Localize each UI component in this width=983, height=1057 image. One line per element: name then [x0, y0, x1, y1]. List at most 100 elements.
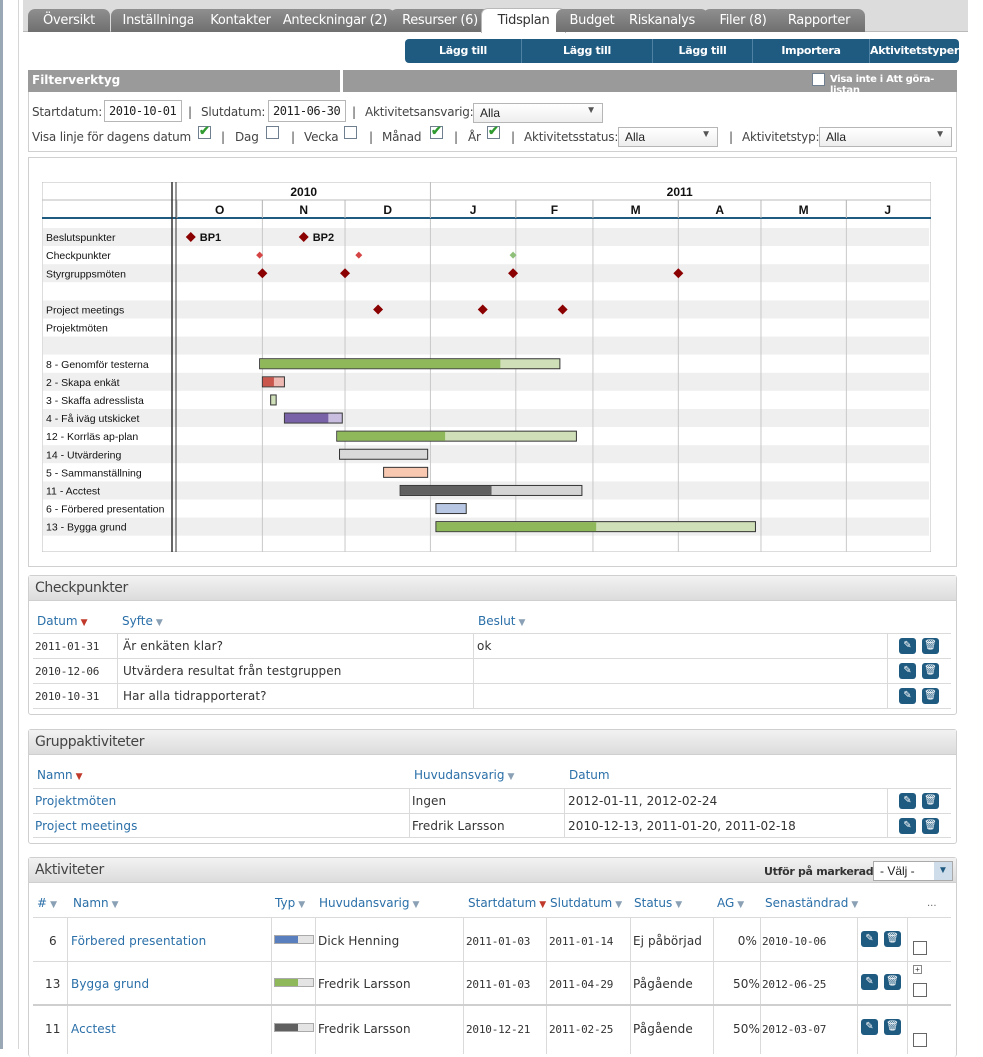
activity-type-bar — [274, 978, 314, 987]
col-huvudansvarig[interactable]: Huvudansvarig ▼ — [414, 768, 514, 782]
gantt-row-label: Beslutspunkter — [46, 232, 116, 244]
activity-types-button[interactable]: Aktivitetstyper — [870, 44, 960, 57]
milestone-label: BP1 — [200, 232, 221, 244]
year-checkbox[interactable] — [487, 123, 500, 139]
col-startdatum[interactable]: Startdatum ▼ — [468, 896, 546, 910]
tab-kontakter[interactable]: Kontakter — [193, 9, 288, 32]
activity-number: 11 — [45, 1022, 61, 1036]
group-activity-owner: Ingen — [412, 794, 447, 808]
row-select-checkbox[interactable] — [913, 983, 927, 997]
delete-icon[interactable]: 🗑 — [922, 793, 939, 809]
col-more: ... — [927, 898, 937, 909]
tab-riskanalys[interactable]: Riskanalys — [616, 9, 708, 32]
month-label: Månad — [382, 130, 422, 144]
gantt-year-label: 2010 — [290, 185, 317, 199]
sort-icon: ▼ — [615, 900, 623, 910]
col-huvudansvarig-label: Huvudansvarig — [414, 768, 505, 782]
tab-rapporter[interactable]: Rapporter — [773, 9, 865, 32]
divider — [760, 962, 761, 1004]
edit-icon[interactable]: ✎ — [899, 818, 916, 834]
milestone-marker — [477, 304, 488, 315]
show-today-checkbox[interactable] — [198, 123, 211, 139]
divider — [546, 962, 547, 1004]
divider — [630, 918, 631, 961]
checkpoint-marker — [256, 251, 264, 259]
col-ag[interactable]: AG ▼ — [717, 896, 744, 910]
tab-anteckningar[interactable]: Anteckningar (2) — [275, 9, 395, 32]
tab-budget[interactable]: Budget — [556, 9, 628, 32]
bulk-action-select[interactable]: - Välj - ▼ — [873, 861, 953, 881]
week-checkbox[interactable] — [344, 126, 357, 139]
col-number[interactable]: # ▼ — [37, 896, 57, 910]
checkpoint-date: 2011-01-31 — [35, 640, 100, 653]
activity-link[interactable]: Acctest — [71, 1022, 116, 1036]
checkpoints-title: Checkpunkter — [35, 580, 128, 596]
edit-icon[interactable]: ✎ — [899, 688, 916, 704]
edit-icon[interactable]: ✎ — [861, 931, 878, 947]
tab-installningar[interactable]: Inställningar — [111, 9, 211, 32]
divider — [564, 789, 565, 813]
hide-todo-checkbox[interactable] — [812, 73, 825, 86]
gantt-bar — [339, 448, 429, 460]
divider — [67, 918, 68, 961]
type-bar-fill — [275, 936, 298, 943]
delete-icon[interactable]: 🗑 — [922, 818, 939, 834]
gantt-row-label: Checkpunkter — [46, 250, 111, 262]
col-namn[interactable]: Namn ▼ — [73, 896, 119, 910]
tab-filer[interactable]: Filer (8) — [703, 9, 783, 32]
group-activity-link[interactable]: Projektmöten — [35, 794, 117, 808]
col-namn[interactable]: Namn ▼ — [37, 768, 83, 782]
day-checkbox[interactable] — [266, 126, 279, 139]
edit-icon[interactable]: ✎ — [899, 793, 916, 809]
add-checkpoint-button[interactable]: Lägg till checkpunkt — [405, 39, 522, 81]
add-activity-button[interactable]: Lägg till aktivitet — [653, 39, 753, 81]
col-syfte[interactable]: Syfte ▼ — [122, 614, 163, 628]
edit-icon[interactable]: ✎ — [861, 1019, 878, 1035]
divider — [271, 1006, 272, 1054]
table-row: 13 Bygga grund Fredrik Larsson 2011-01-0… — [33, 961, 951, 1004]
divider — [630, 1006, 631, 1054]
col-huvudansvarig[interactable]: Huvudansvarig ▼ — [319, 896, 419, 910]
delete-icon[interactable]: 🗑 — [884, 1019, 901, 1035]
week-label: Vecka — [304, 130, 339, 144]
tab-bar: Översikt Inställningar Kontakter Anteckn… — [23, 0, 968, 33]
activity-link[interactable]: Förbered presentation — [71, 934, 207, 948]
activity-status: Pågående — [633, 1022, 693, 1036]
group-activity-link[interactable]: Project meetings — [35, 819, 138, 833]
activity-start: 2011-01-03 — [466, 935, 531, 948]
status-select[interactable]: Alla ▼ — [618, 127, 718, 147]
divider — [463, 918, 464, 961]
end-date-input[interactable]: 2011-06-30 — [268, 100, 346, 122]
edit-icon[interactable]: ✎ — [899, 638, 916, 654]
responsible-select[interactable]: Alla ▼ — [473, 103, 603, 123]
type-select[interactable]: Alla ▼ — [819, 127, 952, 147]
delete-icon[interactable]: 🗑 — [922, 638, 939, 654]
activity-end: 2011-02-25 — [549, 1023, 614, 1036]
gantt-row-label: 13 - Bygga grund — [46, 522, 127, 534]
row-select-checkbox[interactable] — [913, 1033, 927, 1047]
col-slutdatum[interactable]: Slutdatum ▼ — [550, 896, 622, 910]
edit-icon[interactable]: ✎ — [899, 663, 916, 679]
month-checkbox[interactable] — [430, 123, 443, 139]
import-activities-button[interactable]: Importera aktiviteter — [753, 39, 870, 81]
expand-icon[interactable]: + — [913, 965, 922, 974]
tab-oversikt[interactable]: Översikt — [28, 9, 110, 32]
tab-tidsplan[interactable]: Tidsplan — [481, 8, 566, 33]
col-typ[interactable]: Typ ▼ — [275, 896, 305, 910]
col-senastandrad[interactable]: Senaständrad ▼ — [765, 896, 858, 910]
col-status[interactable]: Status ▼ — [634, 896, 682, 910]
add-group-activity-button[interactable]: Lägg till gruppaktivitet — [522, 39, 653, 81]
delete-icon[interactable]: 🗑 — [884, 931, 901, 947]
col-beslut[interactable]: Beslut ▼ — [478, 614, 525, 628]
row-select-checkbox[interactable] — [913, 941, 927, 955]
tab-resurser[interactable]: Resurser (6) — [390, 9, 490, 32]
milestone-marker — [257, 268, 268, 279]
edit-icon[interactable]: ✎ — [861, 974, 878, 990]
col-datum[interactable]: Datum ▼ — [37, 614, 88, 628]
start-date-input[interactable]: 2010-10-01 — [104, 100, 182, 122]
delete-icon[interactable]: 🗑 — [922, 688, 939, 704]
delete-icon[interactable]: 🗑 — [884, 974, 901, 990]
activity-link[interactable]: Bygga grund — [71, 977, 150, 991]
delete-icon[interactable]: 🗑 — [922, 663, 939, 679]
col-datum[interactable]: Datum — [569, 768, 610, 782]
